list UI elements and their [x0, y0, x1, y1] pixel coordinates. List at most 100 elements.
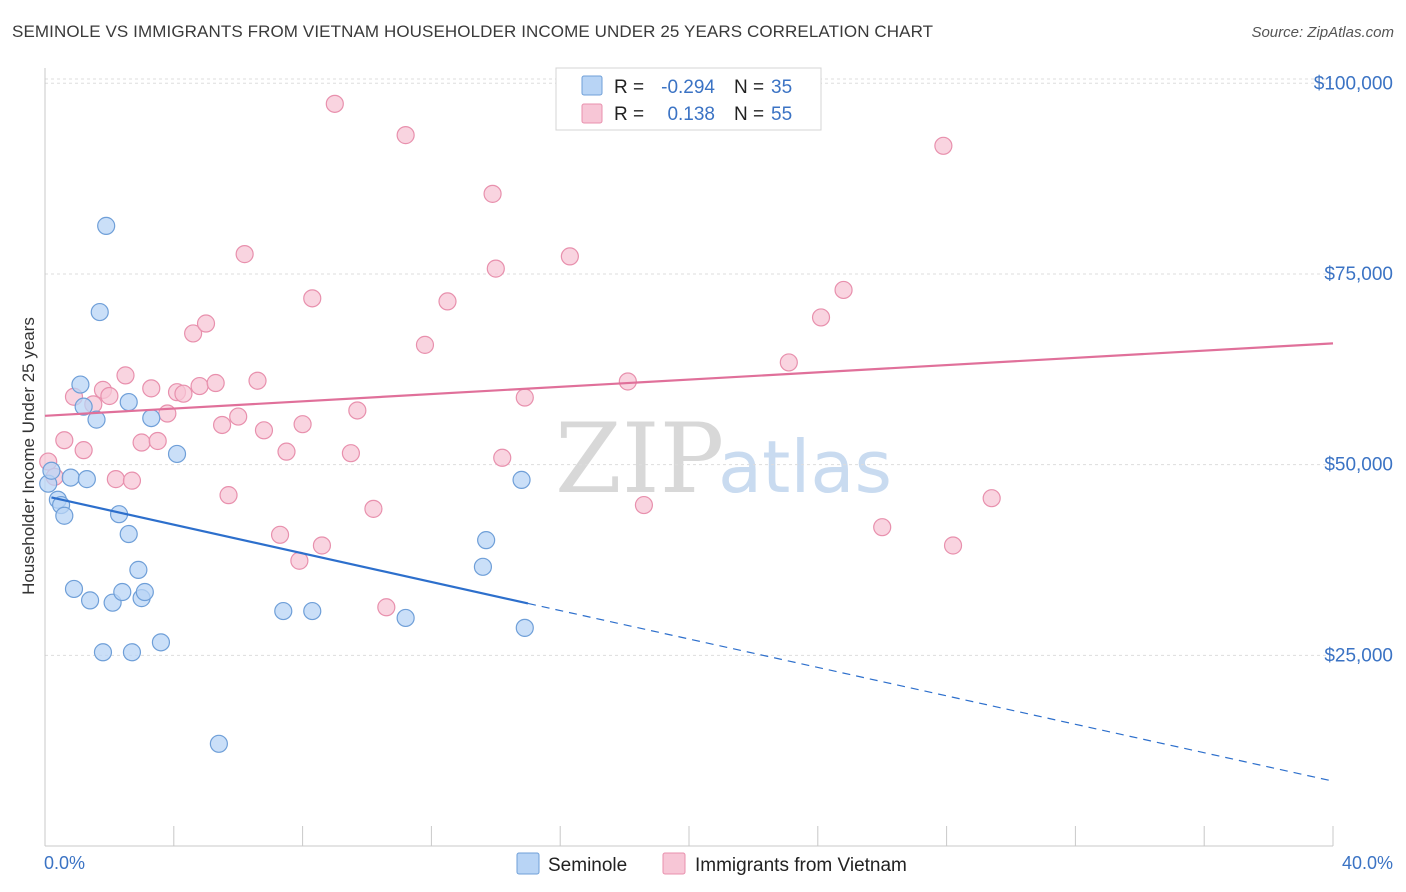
- seminole-point-30: [396, 608, 415, 628]
- bottom-legend-vietnam-swatch: [662, 852, 686, 875]
- seminole-point-6: [64, 579, 84, 599]
- legend-row1-n-label: N =: [734, 77, 764, 98]
- seminole-point-21: [129, 560, 148, 579]
- vietnam-point-24: [235, 245, 254, 264]
- vietnam-trend-line: [44, 342, 1334, 417]
- vietnam-point-26: [254, 421, 274, 440]
- legend-row2-r-label: R =: [614, 104, 644, 125]
- vietnam-point-27: [270, 525, 290, 544]
- seminole-point-27: [209, 734, 228, 753]
- vietnam-point-23: [229, 407, 248, 426]
- vietnam-point-12: [142, 379, 161, 398]
- legend-row2-r-value: 0.138: [667, 104, 715, 125]
- vietnam-point-7: [100, 386, 119, 406]
- vietnam-point-17: [184, 324, 203, 343]
- vietnam-point-13: [148, 431, 167, 451]
- vietnam-point-51: [873, 518, 892, 537]
- y-tick-label-2: $75,000: [1324, 264, 1393, 285]
- chart-title: SEMINOLE VS IMMIGRANTS FROM VIETNAM HOUS…: [12, 22, 934, 41]
- vietnam-point-25: [248, 371, 267, 390]
- seminole-point-8: [74, 397, 93, 416]
- vietnam-point-53: [943, 536, 963, 555]
- vietnam-point-20: [206, 373, 225, 393]
- legend-vietnam-swatch: [581, 103, 603, 124]
- vietnam-point-18: [190, 376, 209, 396]
- vietnam-point-19: [196, 314, 216, 333]
- vietnam-point-34: [341, 444, 360, 463]
- vietnam-point-10: [122, 471, 142, 490]
- y-tick-label-3: $100,000: [1314, 73, 1393, 94]
- seminole-point-31: [473, 557, 493, 576]
- vietnam-point-2: [55, 431, 74, 450]
- seminole-trend-extension: [527, 602, 1334, 782]
- seminole-point-11: [87, 410, 106, 429]
- vietnam-point-37: [377, 598, 396, 617]
- vietnam-point-40: [438, 292, 457, 311]
- vietnam-point-46: [618, 372, 637, 391]
- legend-row1-r-label: R =: [614, 77, 644, 98]
- seminole-point-32: [477, 531, 496, 550]
- seminole-point-23: [135, 582, 154, 602]
- legend-row1-r-value: -0.294: [661, 77, 715, 98]
- seminole-point-12: [90, 302, 109, 322]
- watermark-atlas: atlas: [718, 425, 892, 509]
- vietnam-point-41: [483, 184, 502, 203]
- seminole-point-19: [119, 392, 138, 412]
- vietnam-point-50: [834, 280, 853, 300]
- vietnam-point-30: [293, 415, 312, 434]
- bottom-legend-vietnam-label: Immigrants from Vietnam: [695, 855, 907, 876]
- seminole-point-5: [61, 468, 80, 487]
- vietnam-point-31: [303, 289, 322, 308]
- chart-source: Source: ZipAtlas.com: [1251, 24, 1394, 41]
- y-axis-label: Householder Income Under 25 years: [19, 317, 38, 595]
- seminole-point-10: [80, 591, 100, 610]
- vietnam-point-32: [312, 536, 332, 555]
- vietnam-point-52: [934, 136, 953, 155]
- x-tick-label-min: 0.0%: [44, 853, 85, 873]
- seminole-point-1: [42, 461, 61, 480]
- vietnam-point-4: [74, 441, 93, 460]
- x-tick-label-max: 40.0%: [1342, 853, 1393, 873]
- correlation-legend: R = -0.294 N = 35 R = 0.138 N = 55: [555, 67, 822, 131]
- series-vietnam-points: [39, 94, 1001, 617]
- series-seminole-points: [39, 216, 534, 753]
- legend-row2-n-value: 55: [771, 104, 792, 125]
- seminole-trend-line: [51, 496, 529, 605]
- seminole-point-7: [71, 375, 90, 394]
- y-tick-label-1: $50,000: [1324, 455, 1393, 476]
- vietnam-point-22: [219, 486, 238, 505]
- vietnam-point-45: [560, 247, 579, 266]
- vietnam-point-49: [811, 308, 831, 327]
- grid-lines: [45, 78, 1333, 656]
- vietnam-point-48: [779, 353, 798, 372]
- seminole-point-14: [97, 216, 116, 235]
- vietnam-point-21: [213, 415, 232, 435]
- vietnam-point-9: [116, 366, 135, 385]
- seminole-point-24: [142, 409, 161, 428]
- vietnam-point-44: [515, 388, 534, 407]
- seminole-point-26: [167, 444, 187, 464]
- legend-row1-n-value: 35: [771, 77, 792, 98]
- vietnam-point-35: [348, 401, 367, 420]
- trend-lines: [44, 342, 1334, 782]
- seminole-point-34: [515, 618, 534, 637]
- vietnam-point-54: [982, 489, 1001, 508]
- seminole-point-25: [151, 633, 171, 652]
- seminole-point-29: [303, 601, 322, 621]
- seminole-point-33: [512, 470, 531, 489]
- vietnam-point-8: [106, 470, 125, 489]
- vietnam-point-38: [396, 126, 415, 145]
- watermark-zip: ZIP: [555, 403, 724, 515]
- vietnam-point-33: [325, 94, 344, 113]
- vietnam-point-39: [415, 335, 435, 354]
- bottom-legend-seminole-swatch: [516, 852, 540, 875]
- vietnam-point-47: [634, 495, 654, 515]
- legend-seminole-swatch: [581, 75, 603, 96]
- seminole-point-13: [93, 643, 113, 662]
- vietnam-point-28: [277, 442, 296, 461]
- series-legend: Seminole Immigrants from Vietnam: [516, 852, 907, 876]
- seminole-point-9: [77, 470, 96, 489]
- vietnam-point-11: [132, 433, 151, 452]
- seminole-point-28: [274, 601, 293, 621]
- y-tick-label-0: $25,000: [1324, 645, 1393, 666]
